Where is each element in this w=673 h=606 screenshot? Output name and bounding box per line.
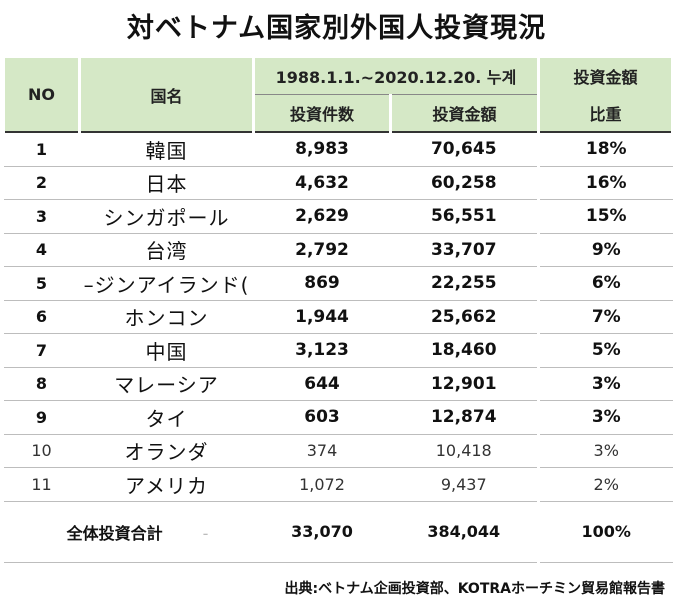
row-projects: 1,072 [253,467,391,502]
row-country-name: 韓国 [79,132,254,167]
row-projects: 869 [253,266,391,301]
table-row: 11 アメリカ 1,072 9,437 2% [3,467,673,502]
row-share: 3% [537,434,673,468]
table-row: 1 韓国 8,983 70,645 18% [3,132,673,167]
row-no: 8 [3,367,80,401]
row-no: 4 [3,233,80,267]
row-no: 11 [3,467,80,502]
row-country-name: オランダ [79,434,254,468]
header-share-line2: 比重 [537,94,673,132]
header-country: 国名 [78,58,255,132]
row-projects: 1,944 [253,300,391,334]
table-row: 2 日本 4,632 60,258 16% [3,166,673,200]
row-projects: 3,123 [253,333,391,368]
row-share: 15% [537,199,673,234]
row-no: 10 [3,434,80,468]
row-no: 5 [3,266,80,301]
row-share: 5% [537,333,673,368]
total-label: 全体投資合計 - [3,501,254,563]
row-share: 3% [537,400,673,435]
row-share: 16% [537,166,673,200]
source-note: 出典:ベトナム企画投資部、KOTRAホーチミン貿易館報告書 [284,581,665,597]
table-row: 5 –ジンアイランド(869 22,255 6% [3,266,673,301]
total-share: 100% [537,501,673,563]
row-share: 9% [537,233,673,267]
row-projects: 2,629 [253,199,391,234]
table-row: 8 マレーシア 644 12,901 3% [3,367,673,401]
row-share: 2% [537,467,673,502]
table-row: 9 タイ 603 12,874 3% [3,400,673,435]
row-share: 3% [537,367,673,401]
header-amount: 投資金額 [389,94,540,132]
row-amount: 9,437 [390,467,539,502]
table-row: 6 ホンコン 1,944 25,662 7% [3,300,673,334]
header-period: 1988.1.1.~2020.12.20. 누계 [252,58,540,95]
table-row: 3 シンガポール 2,629 56,551 15% [3,199,673,234]
investment-table: NO 国名 1988.1.1.~2020.12.20. 누계 投資金額 投資件数… [2,58,673,563]
row-country-name: 中国 [79,333,254,368]
row-no: 7 [3,333,80,368]
row-projects: 374 [253,434,391,468]
row-amount: 18,460 [390,333,539,368]
row-amount: 60,258 [390,166,539,200]
row-amount: 10,418 [390,434,539,468]
row-projects: 2,792 [253,233,391,267]
total-amount: 384,044 [390,501,539,563]
row-no: 2 [3,166,80,200]
row-amount: 12,901 [390,367,539,401]
row-amount: 12,874 [390,400,539,435]
row-country-name: 台湾 [79,233,254,267]
total-label-text: 全体投資合計 [66,523,163,543]
row-country-name: シンガポール [79,199,254,234]
row-projects: 4,632 [253,166,391,200]
row-amount: 70,645 [390,132,539,167]
total-row: 全体投資合計 - 33,070 384,044 100% [3,501,673,563]
row-amount: 56,551 [390,199,539,234]
row-share: 6% [537,266,673,301]
row-country-name: マレーシア [79,367,254,401]
row-country-name: タイ [79,400,254,435]
row-amount: 22,255 [390,266,539,301]
row-country-name: 日本 [79,166,254,200]
total-dash: - [202,523,209,543]
table-body: 1 韓国 8,983 70,645 18% 2 日本 4,632 60,258 16% 3 シンガポー… [3,132,673,502]
row-projects: 603 [253,400,391,435]
row-projects: 8,983 [253,132,391,167]
row-no: 1 [3,132,80,167]
header-no: NO [2,58,81,132]
row-country-name: アメリカ [79,467,254,502]
row-projects: 644 [253,367,391,401]
row-country-name: –ジンアイランド( [79,266,254,301]
header-projects: 投資件数 [252,94,392,132]
row-share: 18% [537,132,673,167]
row-no: 3 [3,199,80,234]
row-amount: 33,707 [390,233,539,267]
row-no: 9 [3,400,80,435]
table-row: 10 オランダ 374 10,418 3% [3,434,673,468]
row-country-name: ホンコン [79,300,254,334]
row-amount: 25,662 [390,300,539,334]
row-no: 6 [3,300,80,334]
row-share: 7% [537,300,673,334]
page-title: 対ベトナム国家別外国人投資現況 [126,13,547,44]
total-projects: 33,070 [253,501,391,563]
table-row: 4 台湾 2,792 33,707 9% [3,233,673,267]
table-row: 7 中国 3,123 18,460 5% [3,333,673,368]
header-share-line1: 投資金額 [537,58,673,95]
